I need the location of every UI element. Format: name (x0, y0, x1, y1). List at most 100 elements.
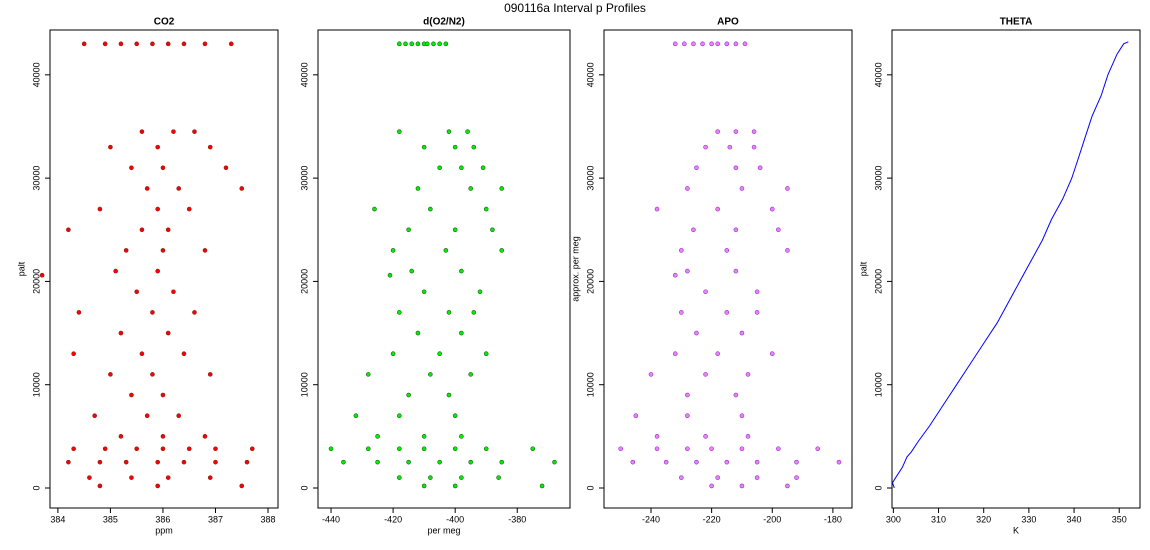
x-tick-label: -420 (384, 514, 402, 524)
y-tick-label: 20000 (585, 269, 595, 294)
data-point (403, 41, 408, 47)
data-point (715, 41, 720, 47)
y-tick-label: 0 (585, 485, 595, 490)
data-point (113, 268, 118, 274)
y-tick-label: 10000 (585, 372, 595, 397)
data-point (785, 186, 790, 191)
data-point (155, 459, 160, 465)
data-point (499, 459, 505, 465)
data-point (739, 446, 745, 452)
data-point (437, 41, 442, 47)
x-axis-label: ppm (155, 525, 173, 535)
data-point (618, 446, 623, 452)
data-point (66, 459, 71, 465)
data-point (365, 372, 371, 377)
x-tick-label: 340 (1067, 514, 1082, 524)
data-point (769, 206, 775, 212)
data-point (192, 129, 197, 134)
data-point (97, 459, 103, 465)
data-point (443, 41, 449, 47)
data-point (691, 41, 696, 47)
x-tick-label: 386 (155, 514, 170, 524)
data-point (66, 227, 71, 233)
data-point (724, 459, 730, 465)
data-point (733, 41, 739, 47)
data-point (785, 248, 790, 253)
data-point (415, 330, 421, 336)
data-point (437, 351, 442, 357)
data-point (694, 330, 699, 336)
data-point (530, 446, 536, 452)
data-point (682, 41, 687, 47)
data-point (207, 475, 213, 480)
x-tick-label: -220 (703, 514, 721, 524)
data-point (390, 248, 396, 253)
x-tick-label: 384 (50, 514, 65, 524)
y-tick-label: 20000 (299, 269, 309, 294)
data-point (648, 372, 654, 377)
x-tick-label: -380 (508, 514, 526, 524)
data-point (468, 186, 473, 191)
data-point (446, 310, 452, 315)
data-point (213, 446, 218, 452)
data-point (480, 165, 486, 171)
plot-frame (891, 29, 1141, 509)
data-point (202, 41, 208, 47)
data-point (160, 434, 166, 439)
data-point (165, 475, 171, 480)
data-point (742, 41, 748, 47)
data-point (685, 268, 690, 274)
data-point (406, 459, 411, 465)
data-point (672, 272, 678, 278)
data-point (715, 129, 720, 134)
y-tick-label: 40000 (299, 62, 309, 87)
data-point (160, 248, 166, 253)
plot-frame (317, 29, 571, 509)
data-point (397, 129, 402, 134)
data-point (776, 446, 781, 452)
data-point (452, 483, 458, 489)
x-tick-label: 387 (208, 514, 223, 524)
y-tick-label: 0 (299, 485, 309, 490)
data-point (192, 310, 197, 315)
y-tick-label: 30000 (585, 166, 595, 191)
data-point (654, 446, 660, 452)
data-point (751, 129, 757, 134)
data-point (465, 129, 470, 134)
data-point (239, 483, 245, 489)
data-point (372, 206, 377, 212)
data-point (446, 392, 452, 398)
data-point (785, 483, 790, 489)
data-point (815, 446, 821, 452)
data-point (745, 434, 751, 439)
data-point (443, 248, 449, 253)
data-point (724, 310, 730, 315)
data-point (727, 144, 733, 150)
data-point (139, 351, 145, 357)
data-point (176, 413, 182, 418)
data-point (452, 446, 458, 452)
data-point (733, 227, 739, 233)
panel: APO approx. per meg -240 -220 -200 -180 0 10000… (570, 17, 853, 524)
data-point (81, 41, 87, 47)
data-point (724, 41, 730, 47)
y-tick-label: 0 (31, 485, 41, 490)
y-tick-label: 30000 (299, 166, 309, 191)
data-point (483, 206, 489, 212)
data-point (654, 206, 660, 212)
data-point (97, 483, 103, 489)
y-tick-label: 10000 (31, 372, 41, 397)
x-tick-label: 300 (886, 514, 901, 524)
data-point (654, 434, 660, 439)
data-point (745, 372, 751, 377)
data-point (703, 434, 708, 439)
data-point (694, 459, 699, 465)
data-point (715, 475, 720, 480)
data-point (134, 446, 139, 452)
data-point (672, 41, 678, 47)
data-point (715, 351, 720, 357)
data-point (424, 41, 430, 47)
data-point (428, 372, 433, 377)
x-tick-label: -180 (824, 514, 842, 524)
data-point (108, 372, 113, 377)
